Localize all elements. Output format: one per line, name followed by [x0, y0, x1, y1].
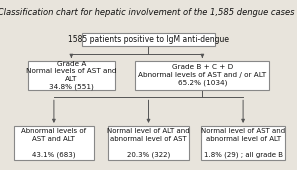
Text: Abnormal levels of
AST and ALT

43.1% (683): Abnormal levels of AST and ALT 43.1% (68…	[21, 128, 86, 158]
FancyBboxPatch shape	[201, 126, 285, 159]
FancyBboxPatch shape	[14, 126, 94, 159]
Text: Grade A
Normal levels of AST and
ALT
34.8% (551): Grade A Normal levels of AST and ALT 34.…	[26, 61, 117, 90]
Text: 1585 patients positive to IgM anti-dengue: 1585 patients positive to IgM anti-dengu…	[68, 35, 229, 44]
Text: Normal level of ALT and
abnormal level of AST

20.3% (322): Normal level of ALT and abnormal level o…	[107, 128, 190, 158]
FancyBboxPatch shape	[108, 126, 189, 159]
Text: Grade B + C + D
Abnormal levels of AST and / or ALT
65.2% (1034): Grade B + C + D Abnormal levels of AST a…	[138, 64, 266, 87]
FancyBboxPatch shape	[135, 61, 269, 90]
Text: Normal level of AST and
abnormal level of ALT

1.8% (29) ; all grade B: Normal level of AST and abnormal level o…	[201, 128, 285, 158]
Text: Figure 1. Classification chart for hepatic involvement of the 1,585 dengue cases: Figure 1. Classification chart for hepat…	[0, 8, 297, 17]
FancyBboxPatch shape	[82, 33, 215, 46]
FancyBboxPatch shape	[28, 61, 115, 90]
